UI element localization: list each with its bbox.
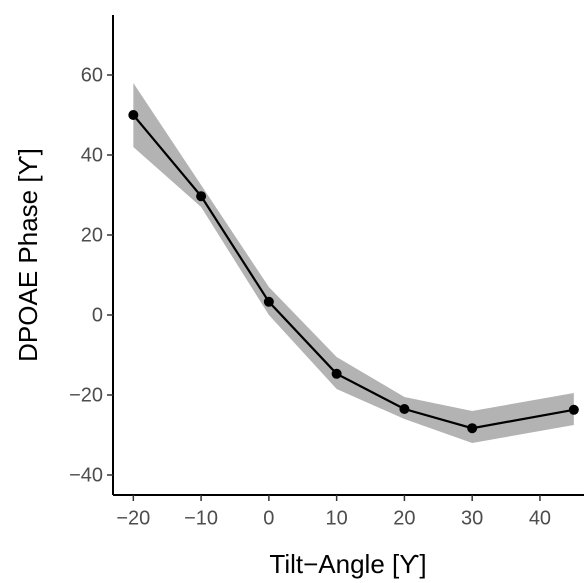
point xyxy=(467,423,478,434)
x-axis-title: Tilt−Angle [ϒ] xyxy=(269,549,426,579)
x-tick-label: −10 xyxy=(184,507,218,529)
point xyxy=(568,404,579,415)
point xyxy=(196,191,207,202)
point xyxy=(331,368,342,379)
x-tick-label: 10 xyxy=(326,507,348,529)
x-tick-label: 20 xyxy=(393,507,415,529)
y-tick-label: −20 xyxy=(69,384,103,406)
y-axis-title: DPOAE Phase [ϒ] xyxy=(13,148,43,362)
y-tick-label: 60 xyxy=(81,64,103,86)
y-tick-label: 40 xyxy=(81,144,103,166)
point xyxy=(263,296,274,307)
x-tick-label: 30 xyxy=(461,507,483,529)
point xyxy=(399,404,410,414)
point xyxy=(128,110,139,120)
x-tick-label: 40 xyxy=(529,507,551,529)
y-tick-label: 20 xyxy=(81,224,103,246)
x-tick-label: 0 xyxy=(263,507,274,529)
confidence-band xyxy=(133,83,574,443)
x-tick-label: −20 xyxy=(116,507,150,529)
y-tick-label: 0 xyxy=(92,304,103,326)
y-tick-label: −40 xyxy=(69,464,103,486)
